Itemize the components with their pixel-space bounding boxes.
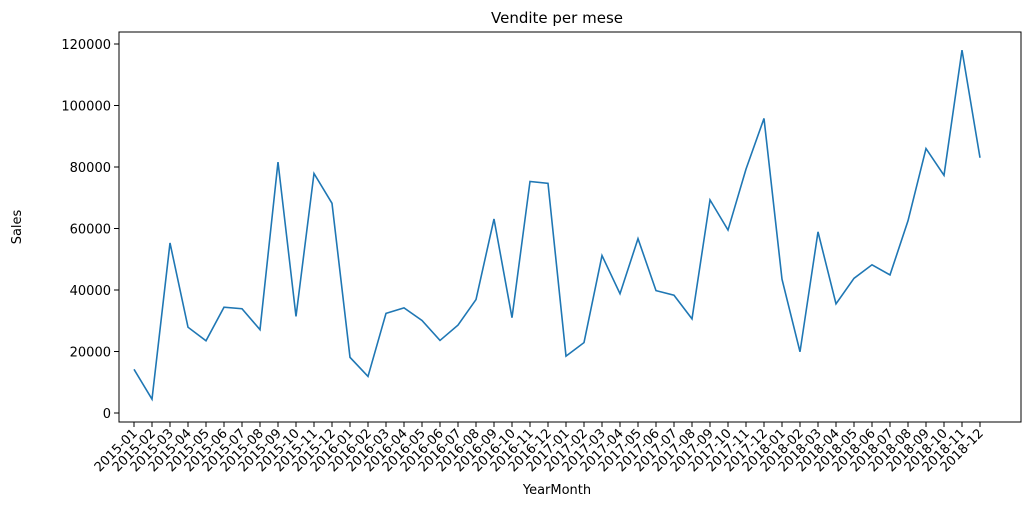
- y-axis: 0 20000 40000 60000 80000 100000 120000: [61, 38, 119, 422]
- y-tick-label: 60000: [70, 223, 111, 238]
- x-axis: 2015-012015-022015-032015-042015-052015-…: [92, 422, 987, 475]
- y-tick-label: 40000: [70, 284, 111, 299]
- sales-series-line: [133, 50, 981, 402]
- plot-area-frame: [118, 31, 1022, 423]
- x-axis-label: YearMonth: [522, 483, 591, 498]
- y-tick-label: 0: [103, 407, 111, 422]
- y-tick-label: 120000: [61, 38, 111, 53]
- y-tick-label: 80000: [70, 161, 111, 176]
- y-tick-label: 20000: [70, 346, 111, 361]
- chart-title: Vendite per mese: [491, 9, 623, 27]
- y-axis-label: Sales: [10, 209, 25, 244]
- y-tick-label: 100000: [61, 100, 111, 115]
